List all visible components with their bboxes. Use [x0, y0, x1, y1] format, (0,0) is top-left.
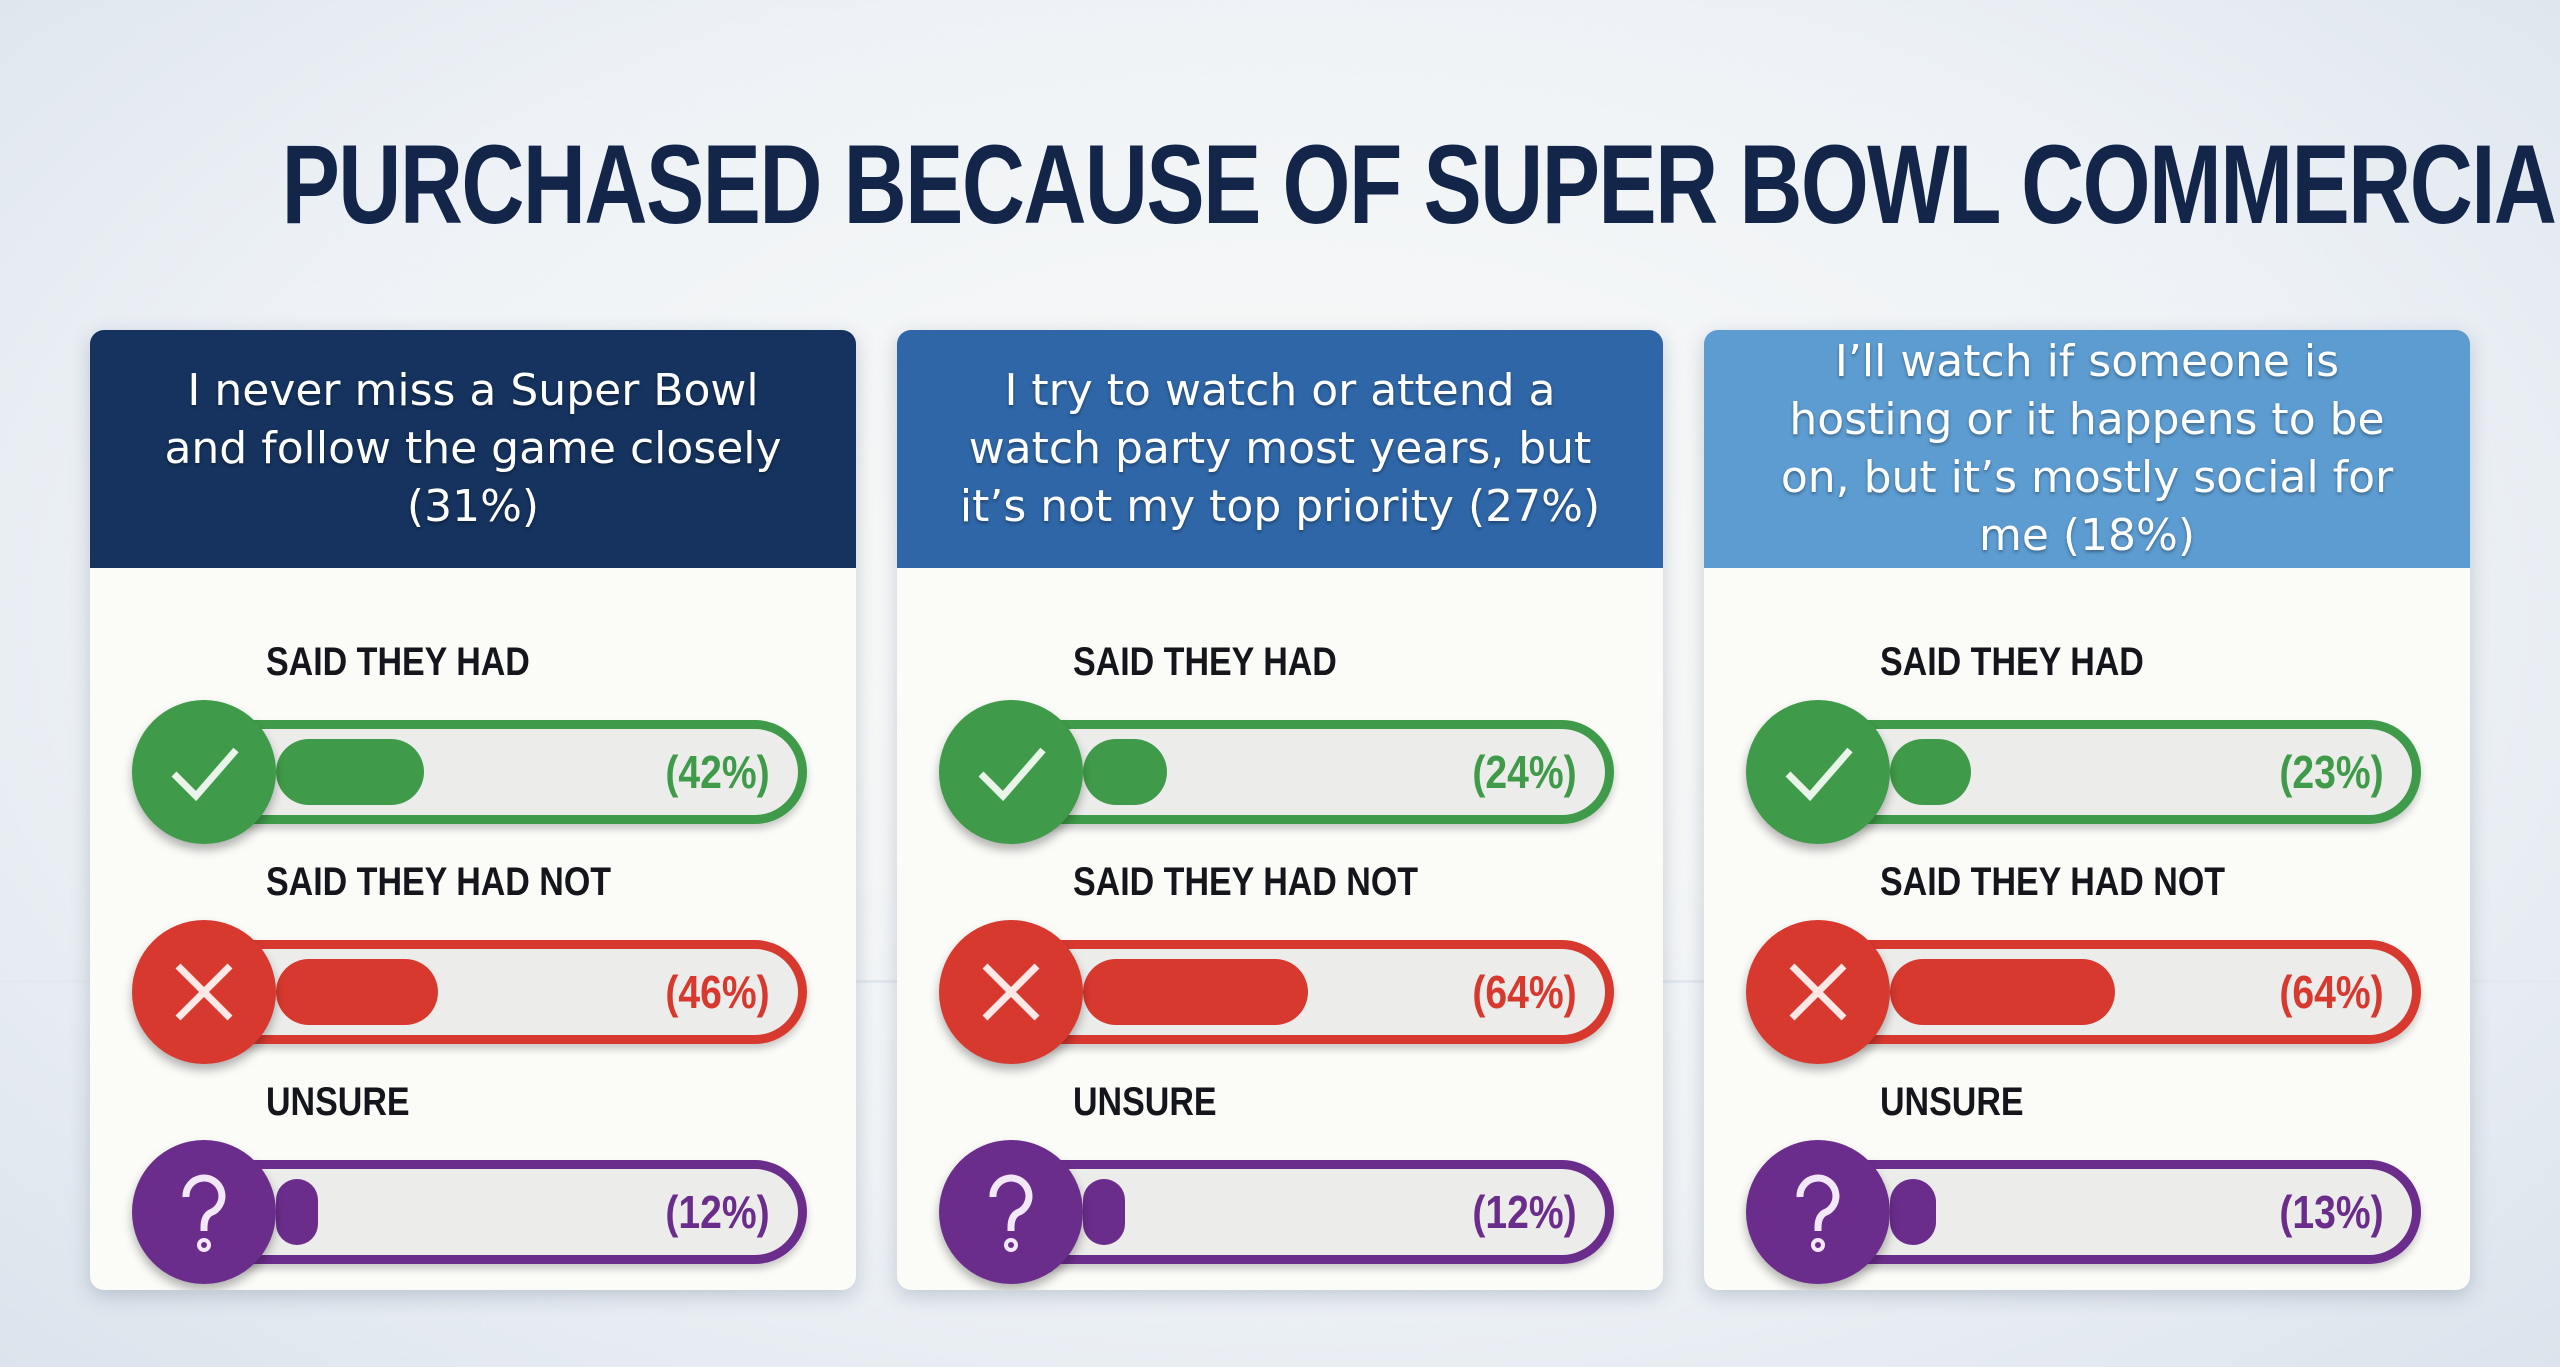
bar-row: UNSURE (13%): [1746, 1080, 2436, 1290]
bar-row: SAID THEY HAD (42%): [132, 640, 822, 850]
x-icon: [939, 920, 1083, 1064]
x-icon: [1746, 920, 1890, 1064]
bar-fill: [276, 959, 438, 1025]
value-label: (13%): [2279, 1186, 2384, 1238]
panel-header: I never miss a Super Bowl and follow the…: [90, 330, 856, 568]
category-label: UNSURE: [1880, 1080, 2024, 1124]
category-label: SAID THEY HAD: [1073, 640, 1337, 684]
bar-row: UNSURE (12%): [132, 1080, 822, 1290]
bar-row: SAID THEY HAD (23%): [1746, 640, 2436, 850]
panel-header-text: I try to watch or attend a watch party m…: [959, 365, 1601, 532]
question-icon: [939, 1140, 1083, 1284]
bar-track: (12%): [999, 1160, 1614, 1264]
category-label: SAID THEY HAD: [1880, 640, 2144, 684]
value-label: (64%): [2279, 966, 2384, 1018]
bar-track: (12%): [192, 1160, 807, 1264]
value-label: (24%): [1472, 746, 1577, 798]
check-icon: [939, 700, 1083, 844]
x-icon: [132, 920, 276, 1064]
category-label: SAID THEY HAD: [266, 640, 530, 684]
bar-track: (42%): [192, 720, 807, 824]
panel-header-text: I’ll watch if someone is hosting or it h…: [1780, 336, 2394, 561]
bar-fill: [1083, 739, 1168, 805]
bar-fill: [1083, 1179, 1126, 1245]
check-icon: [132, 700, 276, 844]
panel-1: I never miss a Super Bowl and follow the…: [90, 330, 856, 1290]
bar-track: (13%): [1806, 1160, 2421, 1264]
bar-track: (64%): [999, 940, 1614, 1044]
panel-3: I’ll watch if someone is hosting or it h…: [1704, 330, 2470, 1290]
bar-track: (23%): [1806, 720, 2421, 824]
bar-fill: [1083, 959, 1309, 1025]
question-icon: [1746, 1140, 1890, 1284]
value-label: (12%): [1472, 1186, 1577, 1238]
panel-header: I try to watch or attend a watch party m…: [897, 330, 1663, 568]
question-icon: [132, 1140, 276, 1284]
value-label: (12%): [665, 1186, 770, 1238]
bar-fill: [276, 739, 424, 805]
bar-row: SAID THEY HAD NOT (64%): [1746, 860, 2436, 1070]
panel-header-text: I never miss a Super Bowl and follow the…: [164, 365, 782, 532]
bar-row: SAID THEY HAD NOT (46%): [132, 860, 822, 1070]
category-label: UNSURE: [266, 1080, 410, 1124]
panel-header: I’ll watch if someone is hosting or it h…: [1704, 330, 2470, 568]
bar-fill: [276, 1179, 319, 1245]
category-label: SAID THEY HAD NOT: [1880, 860, 2226, 904]
category-label: UNSURE: [1073, 1080, 1217, 1124]
category-label: SAID THEY HAD NOT: [1073, 860, 1419, 904]
bar-fill: [1890, 1179, 1936, 1245]
bar-track: (24%): [999, 720, 1614, 824]
category-label: SAID THEY HAD NOT: [266, 860, 612, 904]
value-label: (42%): [665, 746, 770, 798]
panel-2: I try to watch or attend a watch party m…: [897, 330, 1663, 1290]
value-label: (46%): [665, 966, 770, 1018]
value-label: (64%): [1472, 966, 1577, 1018]
bar-track: (64%): [1806, 940, 2421, 1044]
value-label: (23%): [2279, 746, 2384, 798]
bar-fill: [1890, 959, 2116, 1025]
bar-row: UNSURE (12%): [939, 1080, 1629, 1290]
bar-row: SAID THEY HAD NOT (64%): [939, 860, 1629, 1070]
check-icon: [1746, 700, 1890, 844]
chart-title: PURCHASED BECAUSE OF SUPER BOWL COMMERCI…: [281, 122, 2560, 247]
bar-row: SAID THEY HAD (24%): [939, 640, 1629, 850]
bar-track: (46%): [192, 940, 807, 1044]
bar-fill: [1890, 739, 1971, 805]
